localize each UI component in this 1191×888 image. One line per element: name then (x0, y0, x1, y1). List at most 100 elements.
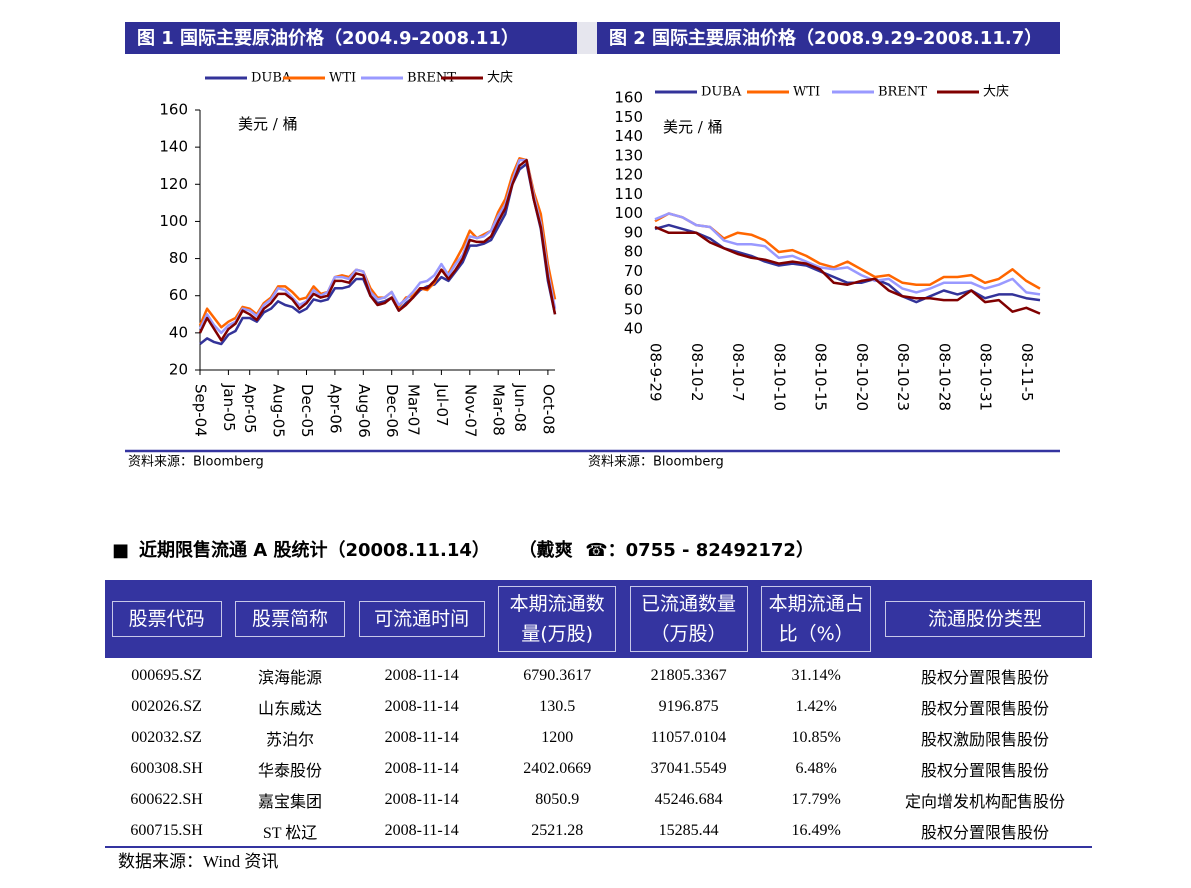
chart-source: 资料来源：Bloomberg (588, 455, 724, 470)
y-tick-label: 100 (614, 204, 643, 222)
header-cell: 流通股份类型 (877, 580, 1092, 658)
y-tick-label: 70 (624, 262, 643, 280)
bullet: ■ (112, 540, 130, 561)
table-cell: 600622.SH (130, 790, 203, 808)
table-cell: 股权分置限售股份 (920, 762, 1049, 780)
header-cell: 本期流通占比（%） (754, 580, 878, 658)
header-row: 股票代码 股票简称 可流通时间 本期流通数量(万股) 已流通数量（万股） 本期流通占比（%… (105, 580, 1092, 658)
legend-label: BRENT (878, 85, 927, 100)
unit-annotation: 美元 / 桶 (663, 118, 723, 136)
x-tick-label: 08-9-29 (647, 343, 665, 402)
legend-label: 大庆 (983, 85, 1009, 100)
table-row: 002032.SZ 苏泊尔 2008-11-14 1200 11057.0104 10.8… (105, 722, 1092, 753)
y-tick-label: 50 (624, 300, 643, 318)
x-tick-label: Dec-06 (383, 384, 401, 438)
table-body: 000695.SZ 滨海能源 2008-11-14 6790.3617 21805.33… (105, 658, 1092, 847)
contact: （戴爽 ☎：0755 - 82492172） (518, 540, 814, 561)
legend-label: WTI (329, 71, 356, 86)
table-row: 600622.SH 嘉宝集团 2008-11-14 8050.9 45246.684 17… (105, 784, 1092, 815)
table-cell: 山东威达 (258, 700, 323, 718)
x-tick-label: Apr-06 (326, 384, 344, 434)
table-cell: 17.79% (791, 790, 841, 808)
table-cell: 16.49% (791, 821, 841, 839)
table-cell: 2008-11-14 (384, 666, 459, 684)
table-cell: 2521.28 (531, 821, 584, 839)
x-tick-label: Dec-05 (298, 384, 316, 438)
table-cell: 002026.SZ (131, 697, 202, 715)
x-tick-label: Oct-08 (539, 384, 557, 434)
legend-label: BRENT (407, 71, 456, 86)
chart-title: 图 2 国际主要原油价格（2008.9.29-2008.11.7） (609, 27, 1042, 49)
x-tick-label: Jan-05 (220, 383, 238, 432)
y-tick-label: 60 (624, 281, 643, 299)
y-tick-label: 40 (169, 323, 188, 341)
table-cell: 股权分置限售股份 (920, 700, 1049, 718)
header-text: 股票简称 (235, 601, 346, 637)
x-tick-label: Mar-08 (490, 384, 508, 436)
x-tick-label: Mar-07 (405, 384, 423, 436)
x-tick-label: 08-10-10 (770, 343, 788, 411)
charts: 图 1 国际主要原油价格（2004.9-2008.11） 美元 / 桶资料来源：B… (125, 22, 1060, 470)
y-tick-label: 20 (169, 361, 188, 379)
x-tick-label: 08-10-31 (977, 343, 995, 411)
legend-label: DUBA (701, 85, 742, 100)
y-tick-label: 40 (624, 320, 643, 338)
x-tick-label: Jul-07 (433, 383, 451, 427)
table-cell: 002032.SZ (131, 728, 202, 746)
header-text: 本期流通占比（%） (761, 586, 872, 652)
y-tick-label: 80 (624, 243, 643, 261)
chart-source: 资料来源：Bloomberg (128, 455, 264, 470)
x-tick-label: 08-11-5 (1018, 343, 1036, 402)
header-text: 可流通时间 (358, 601, 485, 637)
table-cell: 000695.SZ (131, 666, 202, 684)
table-row: 002026.SZ 山东威达 2008-11-14 130.5 9196.875 1.42… (105, 691, 1092, 722)
series-line (198, 158, 557, 335)
header-text: 已流通数量（万股） (629, 586, 748, 652)
y-tick-label: 160 (614, 89, 643, 107)
y-tick-label: 140 (159, 138, 188, 156)
chart-title: 图 1 国际主要原油价格（2004.9-2008.11） (137, 27, 519, 49)
table-cell: 华泰股份 (258, 762, 323, 780)
table-cell: 股权分置限售股份 (920, 669, 1049, 687)
title-bar (597, 22, 1060, 54)
y-tick-label: 130 (614, 146, 643, 164)
table-cell: 1.42% (795, 697, 837, 715)
x-tick-label: 08-10-23 (894, 343, 912, 411)
title-bar (125, 22, 577, 54)
section-title: 近期限售流通 A 股统计（20008.11.14） (139, 540, 490, 561)
table-cell: 15285.44 (658, 821, 719, 839)
header-cell: 已流通数量（万股） (622, 580, 755, 658)
unit-annotation: 美元 / 桶 (238, 115, 298, 133)
table: 股票代码 股票简称 可流通时间 本期流通数量(万股) 已流通数量（万股） 本期流通占比（%… (105, 580, 1092, 848)
series-line (654, 212, 1041, 296)
x-tick-label: Sep-04 (192, 384, 210, 437)
table-source: 数据来源：Wind 资讯 (118, 852, 279, 871)
header-text: 股票代码 (111, 601, 222, 637)
header-text: 流通股份类型 (884, 601, 1085, 637)
table-cell: 8050.9 (535, 790, 580, 808)
table-cell: 股权分置限售股份 (920, 824, 1049, 842)
table-cell: 嘉宝集团 (258, 793, 323, 811)
y-tick-label: 110 (614, 185, 643, 203)
x-tick-label: Apr-05 (241, 384, 259, 434)
header-cell: 本期流通数量(万股) (491, 580, 623, 658)
x-tick-label: 08-10-28 (935, 343, 953, 411)
x-tick-label: Jun-08 (511, 383, 529, 432)
table-cell: 2008-11-14 (384, 728, 459, 746)
table-cell: 600715.SH (130, 821, 203, 839)
table-cell: 11057.0104 (650, 728, 727, 746)
header-cell: 股票简称 (228, 580, 352, 658)
table-cell: ST 松辽 (262, 824, 318, 842)
x-tick-label: 08-10-20 (853, 343, 871, 411)
y-tick-label: 80 (169, 249, 188, 267)
table-cell: 定向增发机构配售股份 (904, 793, 1065, 811)
x-tick-label: Aug-06 (355, 384, 373, 438)
y-tick-label: 140 (614, 127, 643, 145)
y-tick-label: 120 (614, 166, 643, 184)
table-cell: 6790.3617 (523, 666, 592, 684)
table-cell: 2008-11-14 (384, 697, 459, 715)
table-cell: 37041.5549 (650, 759, 727, 777)
table-row: 600715.SH ST 松辽 2008-11-14 2521.28 15285.44 1… (105, 815, 1092, 847)
y-tick-label: 120 (159, 175, 188, 193)
table-cell: 股权激励限售股份 (920, 731, 1049, 749)
